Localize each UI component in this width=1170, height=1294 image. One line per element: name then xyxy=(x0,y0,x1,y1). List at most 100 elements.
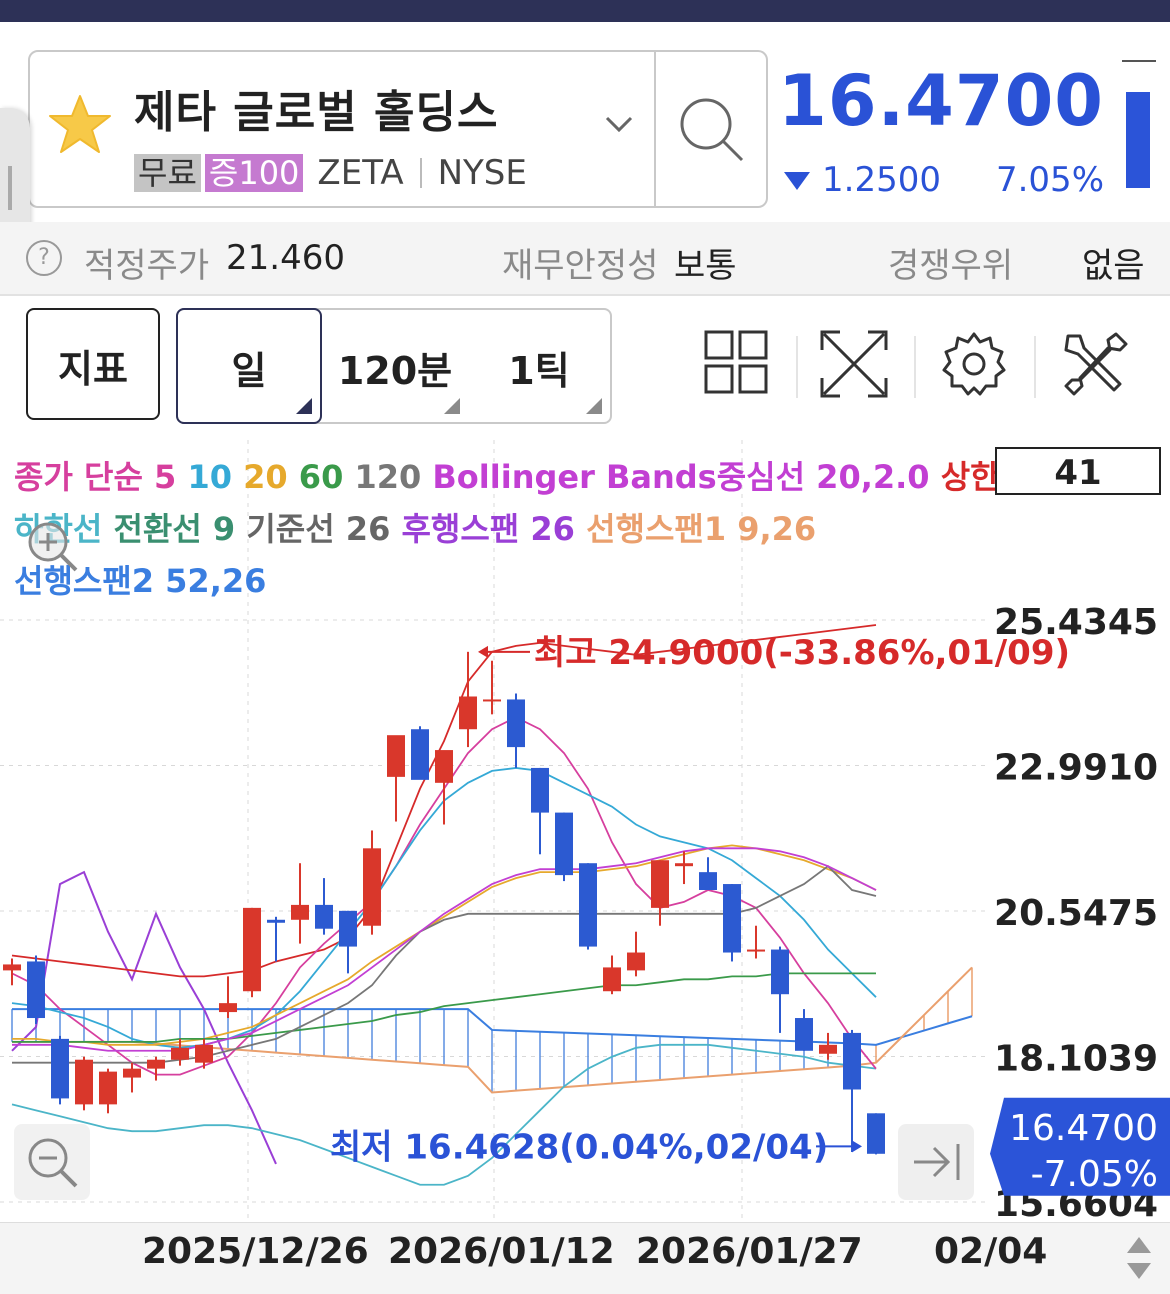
legend-item: 20 xyxy=(232,458,288,496)
candle-body xyxy=(339,910,357,947)
legend-item: 5 xyxy=(143,458,176,496)
candle-body xyxy=(147,1059,165,1069)
legend-item: 120 xyxy=(343,458,421,496)
candle-body xyxy=(387,735,405,777)
candle-body xyxy=(819,1044,837,1054)
fair-price-label: 적정주가 xyxy=(84,246,210,286)
price-tag-percent: -7.05% xyxy=(1031,1154,1158,1195)
candle-body xyxy=(99,1071,117,1105)
grid-layout-icon[interactable] xyxy=(704,330,768,394)
legend-item: 전환선 9 xyxy=(102,510,235,548)
search-button[interactable] xyxy=(654,52,768,206)
candle-body xyxy=(171,1047,189,1060)
candle-body xyxy=(507,699,525,748)
indicator-button[interactable]: 지표 xyxy=(26,308,160,420)
x-tick-label: 2025/12/26 xyxy=(142,1231,369,1272)
favorite-star-icon[interactable] xyxy=(48,92,112,156)
candlestick-chart[interactable]: 최고 24.9000(-33.86%,01/09) 최저 16.4628(0.04… xyxy=(0,440,1170,1225)
period-daily[interactable]: 일 xyxy=(176,308,322,424)
zoom-in-icon[interactable] xyxy=(28,522,78,572)
candle-body xyxy=(603,967,621,992)
high-arrow-head xyxy=(478,645,488,658)
x-axis: 2025/12/26 2026/01/12 2026/01/27 02/04 xyxy=(0,1222,1170,1294)
legend-line: 하한선 전환선 9 기준선 26 후행스팬 26 선행스팬1 9,26 xyxy=(14,510,816,548)
low-annotation: 최저 16.4628(0.04%,02/04) xyxy=(330,1127,828,1167)
candle-body xyxy=(267,919,285,923)
ticker: ZETA xyxy=(317,153,404,193)
valuation-info-bar: ? 적정주가 21.460 재무안정성 보통 경쟁우위 없음 xyxy=(0,222,1170,296)
candle-body xyxy=(219,1003,237,1013)
chart-toolbar: 지표 일 120분 1틱 xyxy=(0,296,1170,438)
price-change: 1.2500 xyxy=(822,160,941,200)
candle-body xyxy=(843,1032,861,1090)
stability-value: 보통 xyxy=(674,246,737,286)
legend-item: 선행스팬1 9,26 xyxy=(575,510,816,548)
candle-body xyxy=(3,964,21,971)
candle-body xyxy=(771,949,789,995)
indicator-line xyxy=(12,972,876,1043)
stock-header: 제타 글로벌 홀딩스 무료 증100 ZETA NYSE 16.4700 1.2… xyxy=(0,22,1170,222)
margin-badge: 증100 xyxy=(204,154,304,192)
legend-item: 60 xyxy=(288,458,344,496)
candle-body xyxy=(531,767,549,813)
stock-name: 제타 글로벌 홀딩스 xyxy=(134,87,499,138)
candle-body xyxy=(651,860,669,908)
chevron-down-icon[interactable] xyxy=(604,114,634,134)
legend-line: 종가 단순 5 10 20 60 120 Bollinger Bands중심선 … xyxy=(14,458,1029,496)
volume-marker xyxy=(1122,60,1156,62)
advantage-label: 경쟁우위 xyxy=(888,246,1014,286)
y-tick-label: 22.9910 xyxy=(994,747,1158,788)
price-change-percent: 7.05% xyxy=(995,160,1104,200)
legend-item: 선행스팬2 52,26 xyxy=(14,562,266,600)
candle-body xyxy=(795,1018,813,1051)
y-tick-label: 25.4345 xyxy=(994,602,1158,643)
leading-span-1-line xyxy=(12,966,973,1094)
candle-body xyxy=(195,1044,213,1063)
period-120min[interactable]: 120분 xyxy=(322,310,468,422)
help-icon[interactable]: ? xyxy=(26,240,62,276)
search-icon xyxy=(680,98,744,162)
zoom-out-icon[interactable] xyxy=(14,1124,90,1200)
stock-badges: 무료 증100 ZETA NYSE xyxy=(134,154,531,192)
period-1tick[interactable]: 1틱 xyxy=(468,310,610,422)
current-price-tag xyxy=(990,1097,1170,1196)
advantage-value: 없음 xyxy=(1082,246,1145,286)
scroll-to-end-icon[interactable] xyxy=(898,1124,974,1200)
stock-selector[interactable]: 제타 글로벌 홀딩스 무료 증100 ZETA NYSE xyxy=(28,50,768,208)
candle-body xyxy=(555,812,573,876)
candle-body xyxy=(675,863,693,867)
candle-body xyxy=(699,872,717,891)
candle-body xyxy=(579,863,597,947)
lagging-span-line xyxy=(11,870,277,1165)
fair-price-value: 21.460 xyxy=(226,238,345,278)
candle-body xyxy=(123,1068,141,1078)
candle-body xyxy=(291,904,309,920)
count-box xyxy=(995,447,1161,495)
x-tick-label: 02/04 xyxy=(934,1231,1048,1272)
low-arrow-head xyxy=(852,1140,862,1153)
fullscreen-icon[interactable] xyxy=(820,330,888,398)
y-axis-panel xyxy=(988,440,1170,1222)
period-selector: 일 120분 1틱 xyxy=(176,308,612,424)
legend-item: 10 xyxy=(176,458,232,496)
stability-label: 재무안정성 xyxy=(502,246,659,286)
candle-body xyxy=(75,1059,93,1105)
candle-body xyxy=(435,750,453,783)
tools-icon[interactable] xyxy=(1060,330,1132,398)
candle-body xyxy=(411,729,429,780)
settings-gear-icon[interactable] xyxy=(940,330,1008,398)
candle-body xyxy=(363,848,381,926)
price-tag-value: 16.4700 xyxy=(1009,1108,1158,1149)
legend-line: 선행스팬2 52,26 xyxy=(14,562,266,600)
legend-item: Bollinger Bands중심선 20,2.0 xyxy=(421,458,929,496)
y-tick-label: 18.1039 xyxy=(994,1039,1158,1080)
x-tick-label: 2026/01/12 xyxy=(388,1231,615,1272)
indicator-button-label: 지표 xyxy=(58,347,128,391)
candle-body xyxy=(315,904,333,929)
count-box-value: 41 xyxy=(1054,453,1101,493)
period-label: 1틱 xyxy=(508,349,570,393)
y-tick-label: 20.5475 xyxy=(994,893,1158,934)
axis-scroll-icon[interactable] xyxy=(1124,1233,1154,1283)
price-chart[interactable]: 최고 24.9000(-33.86%,01/09) 최저 16.4628(0.04… xyxy=(0,440,1170,1225)
legend-item: 종가 단순 xyxy=(14,458,143,496)
